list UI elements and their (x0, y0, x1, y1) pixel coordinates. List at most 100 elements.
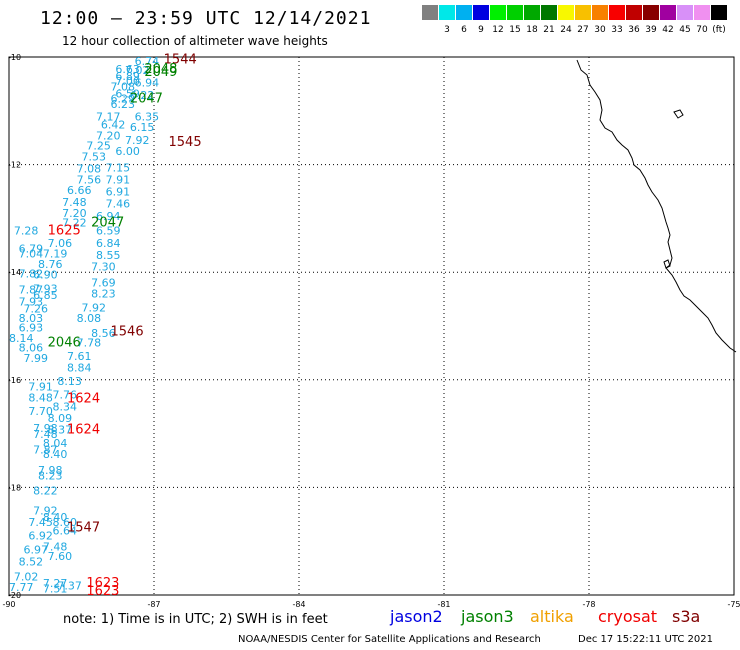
wave-height-label: 7.19 (43, 248, 67, 261)
legend-cryosat: cryosat (598, 607, 658, 626)
pass-time-label: 2046 (48, 335, 81, 350)
wave-height-label: 7.93 (33, 283, 58, 296)
legend-swatch (507, 5, 523, 20)
wave-height-label: 6.85 (33, 289, 58, 302)
map-grid (8, 56, 735, 596)
wave-height-label: 8.76 (38, 258, 63, 271)
legend-swatch-label: 33 (611, 25, 623, 35)
legend-swatch (626, 5, 642, 20)
wave-height-label: 8.48 (28, 391, 53, 404)
wave-height-label: 7.15 (106, 162, 130, 175)
longitude-label: -90 (2, 600, 15, 609)
wave-height-label: 7.60 (48, 550, 73, 563)
wave-height-label: 7.76 (53, 389, 78, 402)
wave-height-label: 7.48 (33, 428, 58, 441)
wave-height-label: 8.04 (43, 437, 67, 450)
pass-time-label: 2047 (130, 92, 163, 107)
legend-swatch-label: 39 (645, 25, 657, 35)
legend-swatch (422, 5, 438, 20)
wave-height-label: 7.20 (62, 207, 87, 220)
wave-height-label: 8.22 (33, 484, 58, 497)
pass-time-label: 1624 (67, 423, 100, 438)
wave-height-label: 6.93 (19, 321, 43, 334)
wave-height-label: 7.37 (57, 580, 81, 593)
latitude-label: -14 (8, 268, 21, 277)
legend-swatch (439, 5, 455, 20)
legend-swatch-label: 12 (492, 25, 504, 35)
pass-time-label: 1546 (111, 325, 144, 340)
legend-swatch (643, 5, 659, 20)
wave-height-label: 7.77 (9, 581, 34, 594)
legend-swatch (558, 5, 574, 20)
wave-height-label: 7.53 (82, 150, 107, 163)
wave-height-label: 6.15 (130, 121, 155, 134)
legend-swatch (677, 5, 693, 20)
wave-height-label: 6.94 (135, 77, 160, 90)
coastline (576, 59, 737, 353)
wave-height-label: 7.26 (24, 303, 49, 316)
pass-time-label: 1624 (67, 391, 100, 406)
pass-time-label: 1623 (86, 584, 119, 599)
wave-height-label: 8.60 (53, 516, 78, 529)
wave-height-label: 6.63 (115, 63, 140, 76)
legend-swatch (524, 5, 540, 20)
wave-height-label: 6.90 (33, 269, 58, 282)
wave-height-label: 7.87 (19, 284, 43, 297)
wave-height-label: 6.84 (96, 237, 121, 250)
wave-height-label: 7.46 (106, 198, 130, 211)
wave-height-label: 7.28 (14, 225, 39, 238)
longitude-label: -84 (292, 600, 305, 609)
latitude-label: -12 (8, 161, 21, 170)
wave-height-label: 6.89 (115, 70, 140, 83)
map-frame (8, 56, 735, 596)
wave-height-label: 7.02 (14, 570, 39, 583)
legend-swatch (694, 5, 710, 20)
legend-swatch-label: 30 (594, 25, 606, 35)
wave-height-label: 8.13 (57, 375, 81, 388)
pass-time-label: 2048 (144, 62, 177, 77)
legend-swatch-label: 6 (461, 25, 467, 35)
wave-height-label: 7.69 (91, 277, 116, 290)
wave-height-label: 7.98 (38, 464, 63, 477)
wave-height-label: 7.93 (19, 296, 43, 309)
wave-height-label: 7.48 (62, 196, 87, 209)
longitude-label: -75 (727, 600, 740, 609)
wave-height-label: 7.25 (86, 140, 111, 153)
wave-height-label: 7.08 (111, 80, 136, 93)
longitude-labels: -90 -87 -84 -81 -78 -75 (2, 600, 740, 609)
wave-height-label: 7.02 (125, 64, 150, 77)
pass-time-label: 1545 (169, 135, 202, 150)
note-text: note: 1) Time is in UTC; 2) SWH is in fe… (63, 612, 328, 627)
latitude-label: -10 (8, 53, 21, 62)
legend-jason3: jason3 (461, 607, 514, 626)
wave-height-label: 6.97 (24, 544, 49, 557)
legend-jason2: jason2 (390, 607, 443, 626)
wave-height-label: 6.94 (96, 210, 121, 223)
wave-height-label: 7.17 (96, 110, 121, 123)
map-title: 12:00 – 23:59 UTC 12/14/2021 (40, 8, 372, 29)
latitude-label: -20 (8, 591, 21, 600)
legend-swatch-label: 70 (696, 25, 708, 35)
map-subtitle: 12 hour collection of altimeter wave hei… (62, 34, 328, 48)
wave-height-label: 7.45 (28, 516, 53, 529)
legend-swatch (456, 5, 472, 20)
generation-timestamp: Dec 17 15:22:11 UTC 2021 (578, 634, 713, 645)
wave-height-label: 8.84 (67, 362, 92, 375)
legend-s3a: s3a (672, 607, 701, 626)
wave-height-label: 7.20 (96, 129, 121, 142)
wave-height-label: 8.37 (48, 424, 73, 437)
wave-height-label: 8.55 (96, 249, 121, 262)
wave-height-label: 8.34 (53, 400, 78, 413)
wave-height-label: 7.27 (43, 577, 67, 590)
island-outline (673, 109, 684, 119)
wave-height-label: 7.70 (28, 405, 53, 418)
wave-height-label: 7.00 (115, 75, 140, 88)
wave-height-label: 7.87 (33, 444, 58, 457)
legend-swatch (575, 5, 591, 20)
wave-height-label: 7.92 (125, 134, 150, 147)
wave-height-label: 7.56 (77, 173, 102, 186)
wave-height-label: 8.23 (91, 287, 116, 300)
wave-height-label: 7.78 (77, 336, 102, 349)
